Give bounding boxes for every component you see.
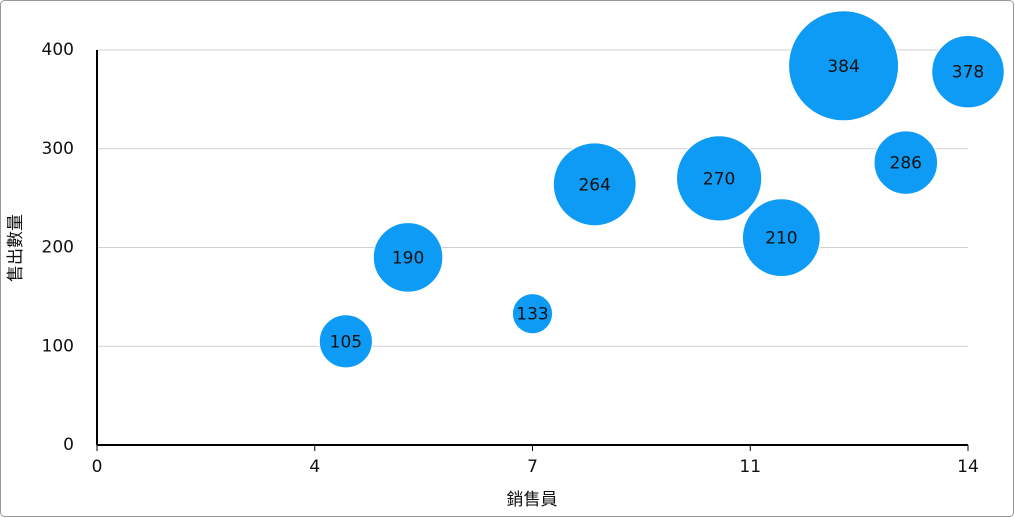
y-tick-label: 300 (42, 139, 74, 159)
data-label: 378 (952, 63, 984, 83)
data-label: 210 (765, 229, 797, 249)
x-tick-label: 4 (309, 457, 320, 477)
data-label: 286 (890, 154, 922, 174)
data-label: 133 (516, 305, 548, 325)
x-tick-label: 7 (527, 457, 538, 477)
data-label: 264 (578, 175, 610, 195)
x-tick-label: 11 (739, 457, 761, 477)
x-axis-label: 銷售員 (507, 490, 558, 510)
x-tick-label: 0 (92, 457, 103, 477)
y-tick-label: 400 (42, 40, 74, 60)
bubble (372, 222, 444, 293)
data-label: 270 (703, 169, 735, 189)
y-tick-label: 100 (42, 336, 74, 356)
bubble (873, 130, 939, 195)
bubble (676, 135, 763, 222)
y-tick-label: 0 (63, 435, 74, 455)
x-tick-label: 14 (957, 457, 979, 477)
data-label: 105 (330, 332, 362, 352)
y-axis-label: 售出數量 (6, 214, 26, 282)
bubble (931, 35, 1005, 109)
bubble (788, 10, 900, 122)
bubble (511, 293, 554, 335)
bubble (552, 142, 637, 227)
data-label: 190 (392, 248, 424, 268)
bubble (741, 198, 821, 278)
bubble (318, 314, 373, 369)
y-tick-label: 200 (42, 238, 74, 258)
data-label: 384 (827, 57, 859, 77)
